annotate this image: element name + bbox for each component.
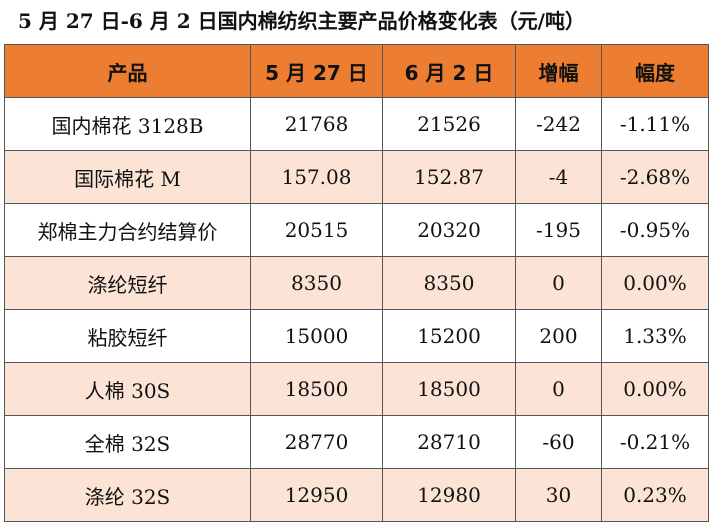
column-header-change: 增幅	[515, 44, 602, 98]
table-row: 国内棉花 3128B 21768 21526 -242 -1.11%	[4, 97, 709, 151]
cell-date2: 12980	[382, 468, 516, 522]
cell-pct: 0.00%	[601, 256, 709, 310]
cell-pct: 0.23%	[601, 468, 709, 522]
table-row: 涤纶短纤 8350 8350 0 0.00%	[4, 256, 709, 310]
cell-product: 涤纶 32S	[4, 468, 251, 522]
cell-product: 郑棉主力合约结算价	[4, 203, 251, 257]
cell-date2: 28710	[382, 415, 516, 469]
table-row: 涤纶 32S 12950 12980 30 0.23%	[4, 468, 709, 522]
header-row: 产品 5 月 27 日 6 月 2 日 增幅 幅度	[4, 44, 709, 98]
cell-pct: 1.33%	[601, 309, 709, 363]
table-row: 郑棉主力合约结算价 20515 20320 -195 -0.95%	[4, 203, 709, 257]
cell-product: 国内棉花 3128B	[4, 97, 251, 151]
cell-pct: -0.21%	[601, 415, 709, 469]
table-row: 国际棉花 M 157.08 152.87 -4 -2.68%	[4, 150, 709, 204]
cell-date1: 8350	[250, 256, 383, 310]
cell-change: 0	[515, 362, 602, 416]
table-row: 全棉 32S 28770 28710 -60 -0.21%	[4, 415, 709, 469]
table-row: 人棉 30S 18500 18500 0 0.00%	[4, 362, 709, 416]
cell-date1: 157.08	[250, 150, 383, 204]
cell-date2: 152.87	[382, 150, 516, 204]
cell-product: 涤纶短纤	[4, 256, 251, 310]
cell-date2: 8350	[382, 256, 516, 310]
table-header: 产品 5 月 27 日 6 月 2 日 增幅 幅度	[4, 44, 709, 98]
cell-date1: 28770	[250, 415, 383, 469]
cell-date2: 15200	[382, 309, 516, 363]
cell-date1: 21768	[250, 97, 383, 151]
column-header-date1: 5 月 27 日	[250, 44, 383, 98]
cell-change: 0	[515, 256, 602, 310]
cell-pct: 0.00%	[601, 362, 709, 416]
price-table: 产品 5 月 27 日 6 月 2 日 增幅 幅度 国内棉花 3128B 217…	[4, 44, 709, 522]
cell-date2: 20320	[382, 203, 516, 257]
cell-product: 全棉 32S	[4, 415, 251, 469]
cell-product: 粘胶短纤	[4, 309, 251, 363]
cell-change: -242	[515, 97, 602, 151]
cell-pct: -2.68%	[601, 150, 709, 204]
column-header-product: 产品	[4, 44, 251, 98]
cell-change: -60	[515, 415, 602, 469]
column-header-date2: 6 月 2 日	[382, 44, 516, 98]
table-body: 国内棉花 3128B 21768 21526 -242 -1.11% 国际棉花 …	[4, 97, 709, 522]
cell-pct: -0.95%	[601, 203, 709, 257]
cell-change: -195	[515, 203, 602, 257]
cell-product: 人棉 30S	[4, 362, 251, 416]
cell-date1: 15000	[250, 309, 383, 363]
cell-change: 30	[515, 468, 602, 522]
cell-date1: 18500	[250, 362, 383, 416]
cell-date1: 20515	[250, 203, 383, 257]
cell-date2: 18500	[382, 362, 516, 416]
cell-date1: 12950	[250, 468, 383, 522]
page-title: 5 月 27 日-6 月 2 日国内棉纺织主要产品价格变化表（元/吨）	[18, 9, 585, 33]
table-row: 粘胶短纤 15000 15200 200 1.33%	[4, 309, 709, 363]
cell-date2: 21526	[382, 97, 516, 151]
cell-change: 200	[515, 309, 602, 363]
column-header-pct: 幅度	[601, 44, 709, 98]
cell-change: -4	[515, 150, 602, 204]
cell-pct: -1.11%	[601, 97, 709, 151]
cell-product: 国际棉花 M	[4, 150, 251, 204]
